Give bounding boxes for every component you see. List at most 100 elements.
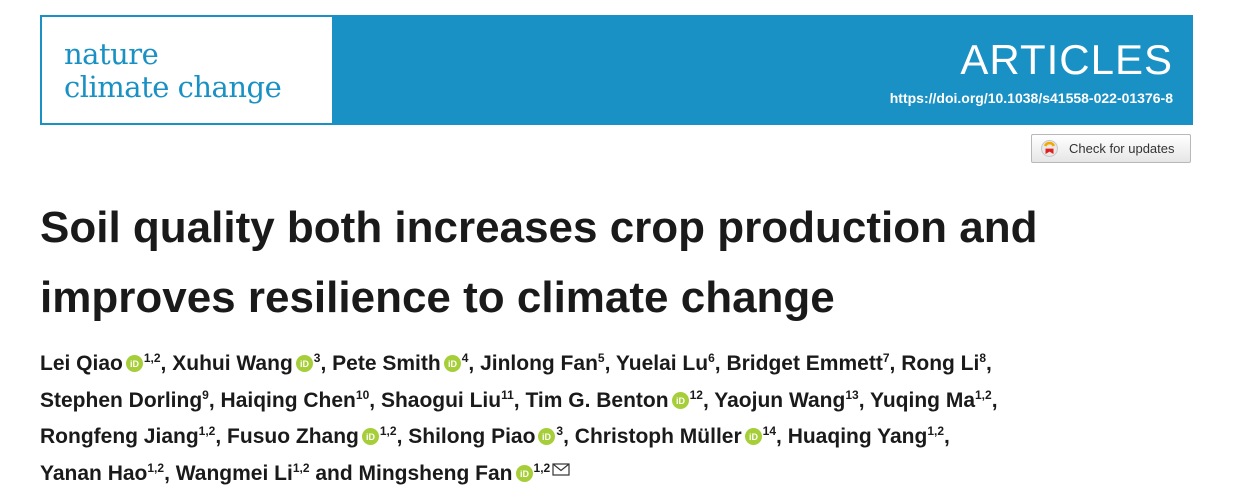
author-separator: , bbox=[208, 388, 215, 412]
orcid-icon[interactable]: iD bbox=[515, 464, 533, 482]
svg-text:iD: iD bbox=[300, 359, 310, 369]
author-entry: Christoph Müller iD 14, bbox=[575, 425, 782, 448]
author-name[interactable]: Haiqing Chen bbox=[220, 388, 356, 412]
author-name[interactable]: Bridget Emmett bbox=[726, 352, 883, 375]
author-separator: , bbox=[986, 352, 992, 375]
affiliation-superscript[interactable]: 12 bbox=[689, 387, 703, 402]
affiliation-superscript[interactable]: 1,2 bbox=[975, 387, 992, 402]
author-name[interactable]: Mingsheng Fan bbox=[358, 461, 513, 485]
affiliation-superscript[interactable]: 7 bbox=[882, 351, 890, 365]
svg-text:iD: iD bbox=[676, 396, 686, 406]
affiliation-superscript[interactable]: 3 bbox=[556, 424, 564, 438]
check-for-updates-label: Check for updates bbox=[1069, 141, 1175, 156]
affiliation-superscript[interactable]: 3 bbox=[313, 351, 321, 365]
author-name[interactable]: Yanan Hao bbox=[40, 461, 148, 485]
author-name[interactable]: Yuelai Lu bbox=[615, 352, 709, 375]
svg-text:iD: iD bbox=[749, 432, 759, 442]
author-entry: Fusuo Zhang iD 1,2, bbox=[227, 425, 402, 448]
envelope-icon[interactable] bbox=[552, 462, 570, 476]
author-entry: Pete Smith iD 4, bbox=[332, 352, 474, 375]
author-separator: , bbox=[563, 425, 569, 448]
affiliation-superscript[interactable]: 1,2 bbox=[292, 460, 310, 475]
affiliation-superscript[interactable]: 10 bbox=[355, 387, 370, 402]
author-separator: , bbox=[702, 388, 709, 412]
author-name[interactable]: Xuhui Wang bbox=[172, 352, 293, 375]
affiliation-superscript[interactable]: 1,2 bbox=[198, 424, 216, 438]
affiliation-superscript[interactable]: 4 bbox=[461, 351, 469, 365]
affiliation-superscript[interactable]: 5 bbox=[597, 351, 605, 365]
affiliation-superscript[interactable]: 9 bbox=[202, 387, 209, 402]
author-entry: Yaojun Wang13, bbox=[714, 389, 864, 412]
journal-banner: nature climate change ARTICLES https://d… bbox=[40, 15, 1193, 125]
author-name[interactable]: Christoph Müller bbox=[574, 425, 742, 448]
affiliation-superscript[interactable]: 8 bbox=[979, 351, 987, 365]
author-entry: Yanan Hao1,2, bbox=[40, 462, 170, 485]
affiliation-superscript[interactable]: 1,2 bbox=[143, 351, 161, 365]
article-title-line2: improves resilience to climate change bbox=[40, 273, 835, 322]
affiliation-superscript[interactable]: 11 bbox=[501, 387, 514, 402]
svg-text:iD: iD bbox=[366, 432, 376, 442]
author-name[interactable]: Jinlong Fan bbox=[480, 352, 598, 375]
orcid-icon[interactable]: iD bbox=[361, 428, 379, 445]
author-name[interactable]: Fusuo Zhang bbox=[227, 425, 359, 448]
author-entry: Jinlong Fan5, bbox=[480, 352, 610, 375]
author-separator: , bbox=[604, 352, 611, 375]
author-name[interactable]: Yaojun Wang bbox=[714, 388, 846, 412]
orcid-icon[interactable]: iD bbox=[671, 391, 689, 409]
doi-link[interactable]: https://doi.org/10.1038/s41558-022-01376… bbox=[889, 90, 1173, 106]
author-entry: Rongfeng Jiang1,2, bbox=[40, 425, 221, 448]
journal-logo-line2: climate change bbox=[64, 70, 282, 104]
affiliation-superscript[interactable]: 6 bbox=[708, 351, 715, 365]
affiliation-superscript[interactable]: 1,2 bbox=[533, 460, 551, 475]
author-entry: Lei Qiao iD 1,2, bbox=[40, 352, 166, 375]
author-line: Rongfeng Jiang1,2, Fusuo Zhang iD 1,2, Shi… bbox=[40, 419, 1220, 456]
author-name[interactable]: Tim G. Benton bbox=[525, 388, 669, 412]
author-separator: , bbox=[215, 425, 222, 448]
author-separator: , bbox=[513, 388, 520, 412]
author-entry: Yuelai Lu6, bbox=[616, 352, 721, 375]
affiliation-superscript[interactable]: 1,2 bbox=[147, 460, 165, 475]
author-name[interactable]: Stephen Dorling bbox=[40, 388, 203, 412]
journal-logo[interactable]: nature climate change bbox=[42, 17, 332, 123]
author-name[interactable]: Yuqing Ma bbox=[870, 388, 975, 412]
author-entry: Mingsheng Fan iD 1,2 bbox=[359, 462, 571, 485]
journal-logo-line1: nature bbox=[64, 37, 159, 71]
author-entry: Wangmei Li1,2 bbox=[176, 462, 310, 485]
orcid-icon[interactable]: iD bbox=[295, 355, 313, 372]
author-name[interactable]: Huaqing Yang bbox=[787, 425, 928, 448]
author-line: Yanan Hao1,2, Wangmei Li1,2 and Mingshen… bbox=[40, 456, 1220, 493]
author-entry: Yuqing Ma1,2, bbox=[870, 389, 998, 412]
author-name[interactable]: Shilong Piao bbox=[408, 425, 536, 448]
author-conjunction: and bbox=[309, 461, 359, 485]
check-for-updates-button[interactable]: Check for updates bbox=[1031, 134, 1191, 163]
author-separator: , bbox=[320, 352, 327, 375]
check-for-updates-icon bbox=[1041, 140, 1058, 157]
affiliation-superscript[interactable]: 1,2 bbox=[927, 424, 945, 438]
author-name[interactable]: Lei Qiao bbox=[40, 352, 123, 375]
svg-text:iD: iD bbox=[520, 469, 530, 479]
author-entry: Shaogui Liu11, bbox=[381, 389, 520, 412]
author-name[interactable]: Rong Li bbox=[901, 352, 980, 375]
svg-text:iD: iD bbox=[130, 359, 140, 369]
author-entry: Stephen Dorling9, bbox=[40, 389, 215, 412]
author-name[interactable]: Shaogui Liu bbox=[380, 388, 502, 412]
author-separator: , bbox=[369, 388, 376, 412]
author-entry: Bridget Emmett7, bbox=[726, 352, 895, 375]
author-separator: , bbox=[468, 352, 475, 375]
author-name[interactable]: Rongfeng Jiang bbox=[40, 425, 199, 448]
author-name[interactable]: Pete Smith bbox=[332, 352, 441, 375]
author-separator: , bbox=[991, 388, 998, 412]
affiliation-superscript[interactable]: 1,2 bbox=[379, 424, 397, 438]
author-separator: , bbox=[714, 352, 721, 375]
orcid-icon[interactable]: iD bbox=[744, 428, 762, 445]
affiliation-superscript[interactable]: 13 bbox=[845, 387, 859, 402]
orcid-icon[interactable]: iD bbox=[538, 428, 556, 445]
author-separator: , bbox=[776, 425, 782, 448]
article-title-line1: Soil quality both increases crop product… bbox=[40, 203, 1038, 252]
author-entry: Tim G. Benton iD 12, bbox=[525, 389, 708, 412]
affiliation-superscript[interactable]: 14 bbox=[762, 424, 776, 438]
author-name[interactable]: Wangmei Li bbox=[175, 461, 293, 485]
orcid-icon[interactable]: iD bbox=[443, 355, 461, 372]
orcid-icon[interactable]: iD bbox=[125, 355, 143, 372]
section-label: ARTICLES bbox=[960, 36, 1173, 83]
